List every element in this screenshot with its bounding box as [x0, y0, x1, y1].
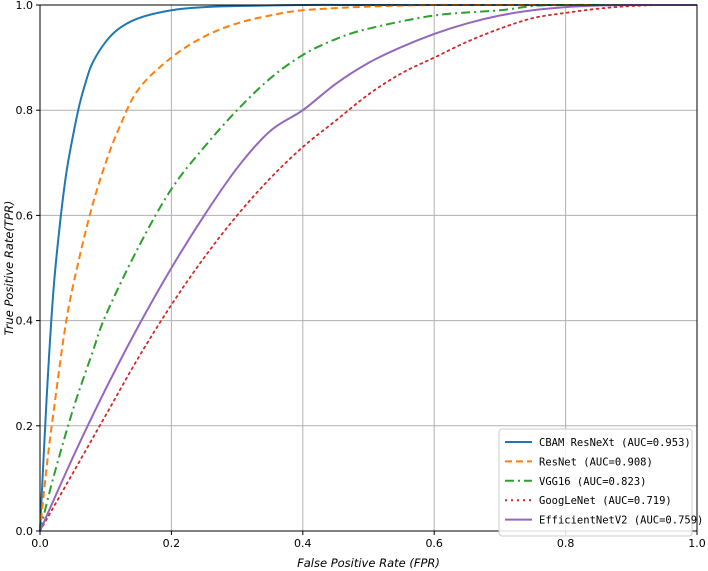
y-tick-label: 0.8: [16, 104, 34, 117]
legend: CBAM ResNeXt (AUC=0.953) ResNet (AUC=0.90…: [498, 428, 703, 537]
y-tick-label: 0.2: [16, 420, 34, 433]
y-tick-label: 1.0: [16, 0, 34, 12]
y-tick-label: 0.0: [16, 525, 34, 538]
legend-label: GoogLeNet (AUC=0.719): [539, 495, 672, 507]
axis-ticks: 0.0 0.2 0.4 0.6 0.8 1.0 0.0 0.2 0.4 0.6 0.8 1.0: [16, 0, 706, 550]
x-tick-label: 0.8: [557, 537, 575, 550]
x-tick-label: 0.2: [163, 537, 181, 550]
y-tick-label: 0.6: [16, 209, 34, 222]
legend-label: ResNet (AUC=0.908): [539, 456, 653, 468]
series-line-3: [39, 3, 697, 532]
y-axis-label: True Positive Rate(TPR): [2, 201, 16, 336]
legend-label: EfficientNetV2 (AUC=0.759): [539, 515, 703, 527]
x-tick-label: 0.4: [294, 537, 312, 550]
legend-label: VGG16 (AUC=0.823): [539, 476, 646, 488]
y-tick-label: 0.4: [16, 315, 34, 328]
x-tick-label: 0.0: [31, 537, 49, 550]
x-tick-label: 1.0: [688, 537, 706, 550]
series-line-4: [39, 4, 698, 532]
series-line-5: [39, 3, 698, 532]
legend-label: CBAM ResNeXt (AUC=0.953): [539, 437, 691, 449]
legend-box: [498, 428, 693, 537]
plot-frame: [39, 4, 698, 532]
x-axis-label: False Positive Rate (FPR): [297, 556, 440, 570]
x-tick-label: 0.6: [425, 537, 443, 550]
